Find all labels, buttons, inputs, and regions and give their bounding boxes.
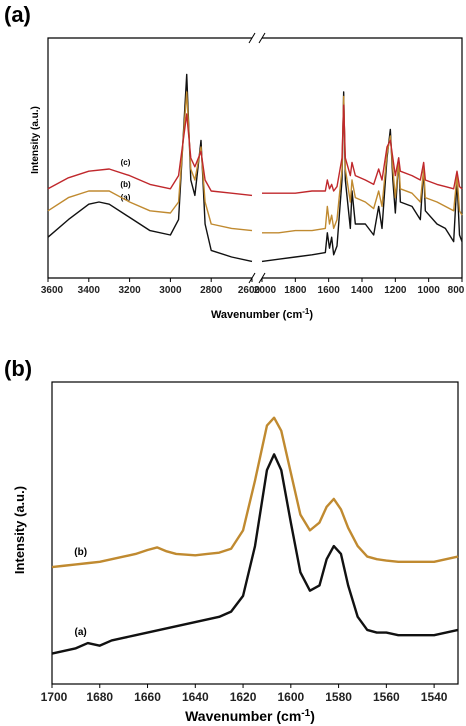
- x-tick-label: 3400: [78, 285, 101, 296]
- chart-b-frame: [51, 381, 459, 685]
- series-label: (a): [121, 193, 131, 202]
- x-tick-label: 1640: [182, 690, 209, 704]
- panel-b-label: (b): [4, 356, 32, 381]
- panel-a-label: (a): [4, 2, 31, 27]
- series-label: (a): [75, 627, 87, 638]
- series-line-right: [262, 95, 463, 234]
- series-label: (b): [74, 547, 87, 558]
- x-tick-label: 3600: [41, 285, 64, 296]
- axis-break-mark: [248, 32, 256, 44]
- x-tick-label: 2000: [254, 285, 277, 296]
- chart-a-xlabel-close: ): [309, 309, 313, 321]
- x-tick-label: 1600: [318, 285, 341, 296]
- chart-a-ylabel: Intensity (a.u.): [30, 106, 41, 174]
- x-tick-label: 1800: [284, 285, 307, 296]
- series-line-left: [47, 91, 253, 232]
- x-tick-label: 800: [448, 285, 465, 296]
- series-line: [51, 453, 459, 655]
- chart-a-xlabel: Wavenumber (cm-1): [211, 307, 313, 322]
- series-label: (c): [121, 158, 131, 167]
- chart-b-xlabel: Wavenumber (cm-1): [185, 708, 315, 725]
- x-tick-label: 2600: [238, 285, 261, 296]
- chart-b-xlabel-close: ): [310, 708, 315, 724]
- x-tick-label: 1560: [373, 690, 400, 704]
- x-tick-label: 1660: [134, 690, 161, 704]
- x-tick-label: 1400: [351, 285, 374, 296]
- series-line: [51, 416, 459, 569]
- series-line-left: [47, 73, 253, 263]
- x-tick-label: 1680: [86, 690, 113, 704]
- x-tick-label: 1700: [41, 690, 68, 704]
- chart-b: 1700 1680 1660 1640 1620 1600 1580 1560 1540 (a) (…: [41, 381, 459, 704]
- chart-a-frame: [47, 37, 463, 279]
- axis-break-mark: [258, 32, 266, 44]
- x-tick-label: 1540: [421, 690, 448, 704]
- x-tick-label: 1620: [230, 690, 257, 704]
- x-tick-label: 3200: [118, 285, 141, 296]
- series-line-left: [47, 113, 253, 197]
- series-line-right: [261, 91, 463, 263]
- x-tick-label: 1000: [418, 285, 441, 296]
- chart-b-xlabel-main: Wavenumber (cm: [185, 708, 301, 724]
- x-tick-label: 2800: [200, 285, 223, 296]
- x-tick-label: 1600: [277, 690, 304, 704]
- series-line-right: [262, 104, 463, 194]
- x-tick-label: 1580: [325, 690, 352, 704]
- x-tick-label: 1200: [384, 285, 407, 296]
- chart-a-xlabel-sup: -1: [302, 307, 310, 316]
- chart-b-xlabel-sup: -1: [301, 708, 310, 719]
- series-label: (b): [120, 180, 131, 189]
- x-tick-label: 3000: [159, 285, 182, 296]
- chart-a-xlabel-main: Wavenumber (cm: [211, 309, 303, 321]
- chart-b-ylabel: Intensity (a.u.): [12, 486, 27, 574]
